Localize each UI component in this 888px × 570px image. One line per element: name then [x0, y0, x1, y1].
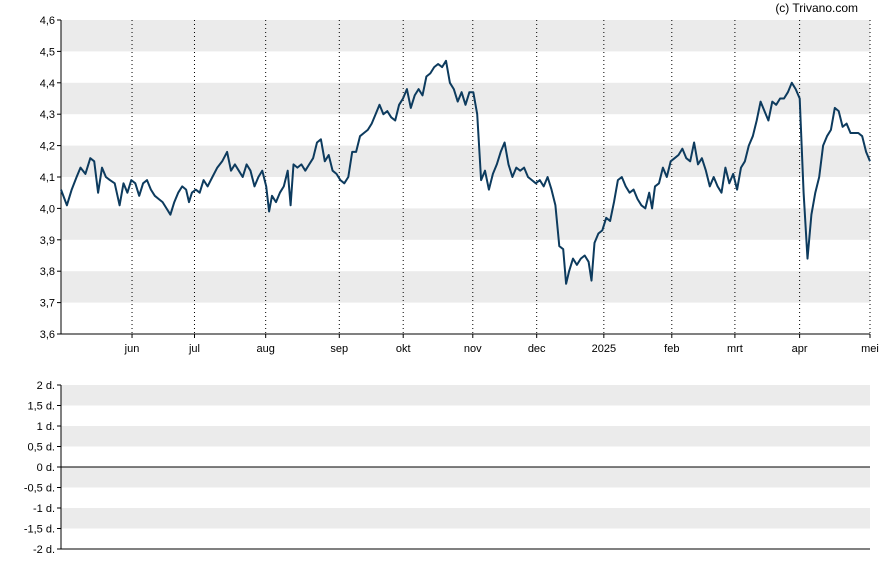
x-tick-label: jul	[188, 343, 200, 355]
price-panel: jun jul aug sep okt nov dec 2025 feb mrt apr mei 3,6…	[40, 15, 879, 355]
volume-band	[61, 467, 870, 488]
volume-band	[61, 385, 870, 406]
volume-y-tick-label: 1 d.	[37, 421, 55, 433]
volume-y-tick-label: 0,5 d.	[27, 442, 55, 454]
price-series-line	[60, 59, 871, 285]
volume-y-tick-label: -0,5 d.	[24, 483, 55, 495]
y-tick-label: 4,6	[40, 15, 55, 27]
price-band	[61, 208, 870, 240]
x-tick-label: sep	[330, 343, 348, 355]
y-tick-label: 3,7	[40, 298, 55, 310]
x-tick-label: 2025	[592, 343, 616, 355]
x-tick-label: apr	[792, 343, 808, 355]
y-tick-label: 3,6	[40, 329, 55, 341]
y-tick-label: 4,2	[40, 141, 55, 153]
y-tick-label: 3,8	[40, 266, 55, 278]
volume-y-tick-label: -2 d.	[33, 544, 55, 556]
volume-y-tick-label: -1,5 d.	[24, 524, 55, 536]
volume-y-tick-label: 2 d.	[37, 380, 55, 392]
copyright-label: (c) Trivano.com	[775, 1, 858, 15]
volume-band	[61, 426, 870, 447]
price-band	[61, 82, 870, 115]
volume-band	[61, 508, 870, 529]
volume-y-tick-label: 1,5 d.	[27, 401, 55, 413]
x-tick-label: jun	[124, 343, 140, 355]
x-tick-label: mei	[861, 343, 879, 355]
x-tick-label: feb	[664, 343, 679, 355]
x-tick-label: nov	[464, 343, 482, 355]
volume-y-tick-label: 0 d.	[37, 462, 55, 474]
y-tick-label: 4,3	[40, 109, 55, 121]
y-tick-label: 4,0	[40, 203, 55, 215]
price-band	[61, 20, 870, 52]
volume-panel: 2 d. 1,5 d. 1 d. 0,5 d. 0 d. -0,5 d. -1 d. -1,5…	[24, 380, 870, 556]
y-tick-label: 4,1	[40, 172, 55, 184]
y-tick-label: 3,9	[40, 235, 55, 247]
price-band	[61, 145, 870, 177]
y-tick-label: 4,5	[40, 46, 55, 58]
x-tick-label: aug	[256, 343, 274, 355]
price-band	[61, 271, 870, 303]
x-tick-label: dec	[528, 343, 546, 355]
volume-y-tick-label: -1 d.	[33, 503, 55, 515]
y-tick-label: 4,4	[40, 78, 55, 90]
x-tick-label: okt	[396, 343, 411, 355]
x-tick-label: mrt	[727, 343, 743, 355]
